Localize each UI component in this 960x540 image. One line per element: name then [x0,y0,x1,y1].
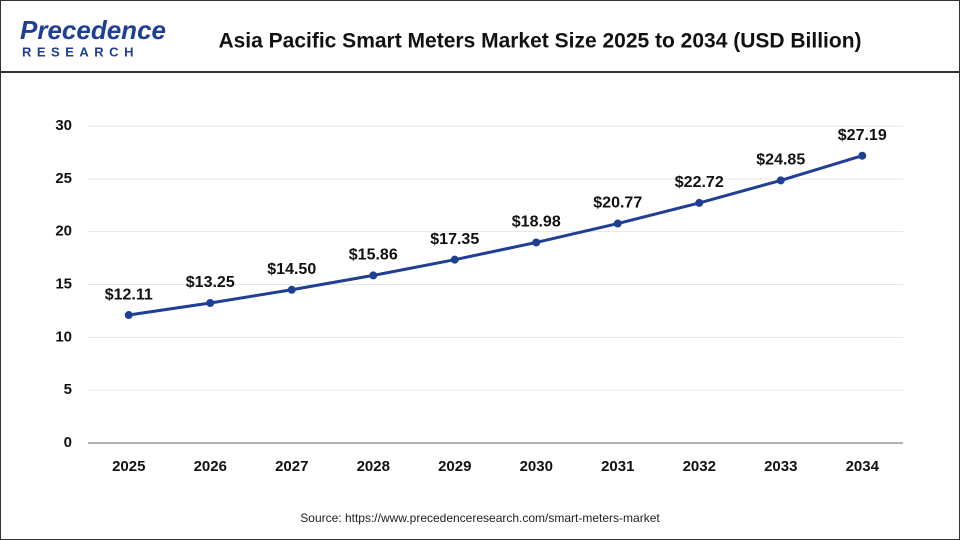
x-tick-label: 2034 [846,458,880,475]
x-tick-label: 2026 [194,458,227,475]
source: Source: https://www.precedenceresearch.c… [300,511,660,525]
y-tick-label: 30 [55,117,72,134]
data-label: $20.77 [593,195,642,212]
x-tick-label: 2028 [357,458,390,475]
data-point [124,311,133,320]
data-label: $15.86 [349,247,398,264]
logo-sub: RESEARCH [22,44,139,59]
data-point [450,255,459,264]
x-tick-label: 2032 [683,458,716,475]
y-tick-label: 5 [64,381,72,398]
x-tick-label: 2029 [438,458,471,475]
data-label: $12.11 [105,286,153,303]
data-point [369,271,378,280]
data-point [695,198,704,207]
data-label: $27.19 [838,127,887,144]
data-point [532,238,541,247]
data-label: $24.85 [756,152,805,169]
x-tick-label: 2025 [112,458,145,475]
data-label: $18.98 [512,214,561,231]
data-label: $14.50 [267,261,316,278]
data-point [776,176,785,185]
data-point [613,219,622,228]
chart-title: Asia Pacific Smart Meters Market Size 20… [218,30,861,53]
x-tick-label: 2030 [520,458,553,475]
data-label: $17.35 [430,231,479,248]
y-tick-label: 15 [55,275,72,292]
y-tick-label: 0 [64,434,72,451]
x-tick-label: 2027 [275,458,308,475]
y-tick-label: 25 [55,170,72,187]
data-label: $13.25 [186,274,235,291]
data-point [287,285,296,294]
data-point [206,298,215,307]
x-tick-label: 2031 [601,458,634,475]
series-line [128,154,863,317]
data-point [858,151,867,160]
logo-name: Precedence [20,15,166,45]
data-label: $22.72 [675,174,724,191]
y-tick-label: 10 [55,328,72,345]
y-tick-label: 20 [55,223,72,240]
x-tick-label: 2033 [764,458,797,475]
